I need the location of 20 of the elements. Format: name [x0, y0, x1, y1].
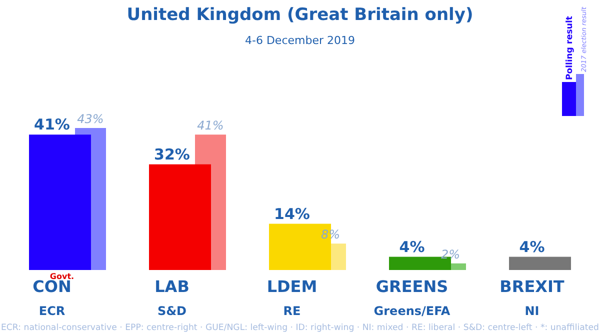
data-label: 41% [34, 116, 70, 134]
data-label: 4% [399, 238, 425, 256]
data-label: 4% [519, 238, 545, 256]
x-tick-label: BREXIT NI [500, 277, 564, 318]
data-label: 43% [77, 112, 104, 126]
text: Polling result [565, 16, 575, 80]
text: Govt. [50, 272, 74, 281]
data-label: 14% [274, 204, 310, 223]
chart-subtitle: 4-6 December 2019 [245, 34, 355, 47]
text: ECR: national-conservative · EPP: centre-right · GUE/NGL: left-wing · ID: right-wing · NI: mixed · RE: liberal · S&D: centre-left · *: unaffiliated [0, 323, 600, 333]
x-tick-label: GREENS Greens/EFA [374, 277, 451, 318]
bar [509, 256, 571, 270]
x-tick-label: LDEM RE [266, 277, 318, 318]
data-label: 2% [440, 247, 460, 262]
chart-title: United Kingdom (Great Britain only) [126, 5, 474, 25]
x-tick-label: LAB S&D [154, 277, 190, 318]
data-label: 32% [154, 145, 190, 164]
bar [29, 134, 91, 270]
data-label: 41% [197, 118, 224, 133]
bar [149, 164, 211, 270]
